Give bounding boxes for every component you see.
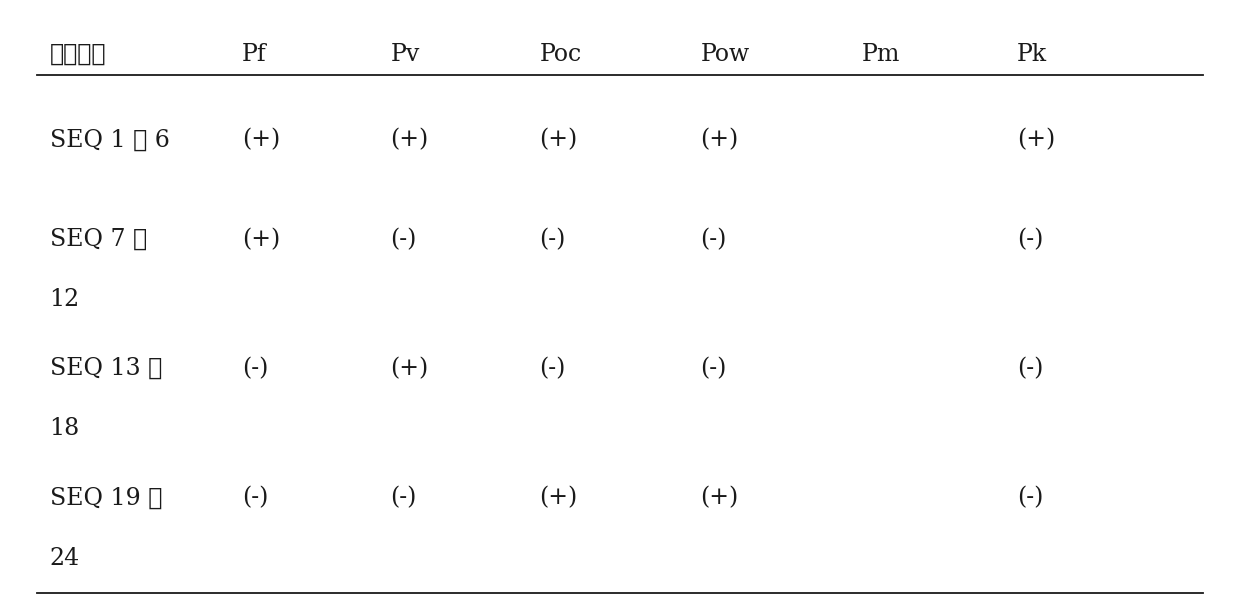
Text: (+): (+) <box>391 357 429 380</box>
Text: Pk: Pk <box>1017 43 1047 66</box>
Text: SEQ 13 至: SEQ 13 至 <box>50 357 162 380</box>
Text: Pow: Pow <box>701 43 750 66</box>
Text: (-): (-) <box>242 357 268 380</box>
Text: (-): (-) <box>391 228 417 251</box>
Text: (-): (-) <box>701 357 727 380</box>
Text: Pf: Pf <box>242 43 267 66</box>
Text: (+): (+) <box>539 128 578 152</box>
Text: (-): (-) <box>1017 486 1043 510</box>
Text: (+): (+) <box>701 486 739 510</box>
Text: (+): (+) <box>1017 128 1055 152</box>
Text: (-): (-) <box>539 228 565 251</box>
Text: SEQ 19 至: SEQ 19 至 <box>50 486 162 510</box>
Text: Poc: Poc <box>539 43 582 66</box>
Text: (+): (+) <box>539 486 578 510</box>
Text: (-): (-) <box>1017 228 1043 251</box>
Text: 24: 24 <box>50 547 79 570</box>
Text: (+): (+) <box>701 128 739 152</box>
Text: SEQ 7 至: SEQ 7 至 <box>50 228 146 251</box>
Text: (-): (-) <box>391 486 417 510</box>
Text: (-): (-) <box>701 228 727 251</box>
Text: (+): (+) <box>242 228 280 251</box>
Text: (-): (-) <box>539 357 565 380</box>
Text: Pm: Pm <box>862 43 900 66</box>
Text: (-): (-) <box>1017 357 1043 380</box>
Text: 引物序列: 引物序列 <box>50 43 107 66</box>
Text: (+): (+) <box>242 128 280 152</box>
Text: 18: 18 <box>50 417 79 441</box>
Text: 12: 12 <box>50 288 79 311</box>
Text: Pv: Pv <box>391 43 420 66</box>
Text: SEQ 1 至 6: SEQ 1 至 6 <box>50 128 170 152</box>
Text: (-): (-) <box>242 486 268 510</box>
Text: (+): (+) <box>391 128 429 152</box>
